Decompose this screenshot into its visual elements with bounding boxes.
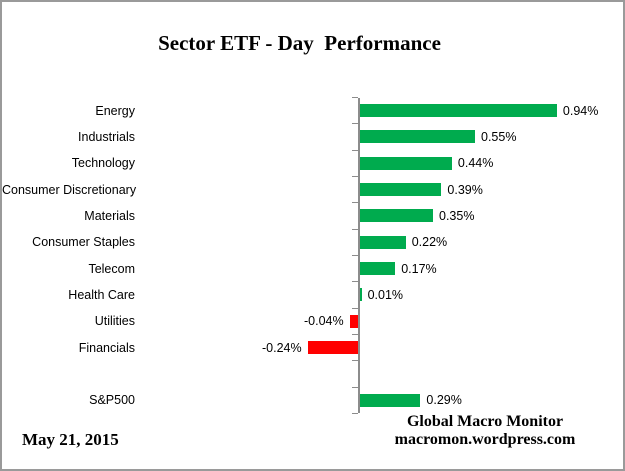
bar-s-p500 [359, 393, 421, 407]
date-label: May 21, 2015 [22, 430, 119, 449]
category-label-financials: Financials [78, 340, 135, 355]
value-label-utilities: -0.04% [303, 314, 344, 329]
bar-utilities [349, 314, 358, 328]
brand-line1: Global Macro Monitor [406, 413, 564, 430]
axis-tick [352, 228, 358, 230]
bar-health-care [359, 288, 362, 302]
value-label-financials: -0.24% [261, 340, 302, 355]
axis-tick [352, 281, 358, 283]
category-label-industrials: Industrials [78, 129, 135, 144]
value-label-s-p500: 0.29% [426, 393, 462, 408]
category-label-utilities: Utilities [94, 314, 135, 329]
value-axis-zero-line [358, 97, 360, 414]
axis-tick [352, 412, 358, 415]
axis-tick [352, 96, 358, 99]
category-label-telecom: Telecom [88, 261, 135, 276]
value-label-consumer-discretionary: 0.39% [447, 182, 483, 197]
brand-block: Global Macro Monitor macromon.wordpress.… [390, 413, 580, 448]
axis-tick [352, 123, 358, 125]
value-label-consumer-staples: 0.22% [411, 235, 448, 250]
bar-energy [359, 104, 557, 118]
value-label-materials: 0.35% [439, 208, 475, 223]
value-label-industrials: 0.55% [481, 129, 517, 144]
value-label-telecom: 0.17% [401, 261, 437, 276]
category-label-health-care: Health Care [68, 287, 135, 302]
axis-tick [352, 307, 358, 309]
bar-technology [359, 156, 452, 170]
category-label-materials: Materials [84, 208, 135, 223]
category-label-technology: Technology [71, 156, 135, 171]
axis-tick [352, 254, 358, 257]
category-label-consumer-discretionary: Consumer Discretionary [2, 182, 137, 197]
bar-consumer-discretionary [359, 183, 442, 197]
axis-tick [352, 175, 358, 178]
axis-tick [352, 149, 358, 151]
axis-tick [352, 360, 358, 362]
value-label-technology: 0.44% [457, 156, 494, 171]
category-label-consumer-staples: Consumer Staples [32, 235, 135, 250]
value-label-health-care: 0.01% [367, 287, 404, 302]
chart-title: Sector ETF - Day Performance [158, 31, 441, 55]
value-label-energy: 0.94% [562, 103, 599, 118]
bar-industrials [359, 130, 475, 144]
category-label-energy: Energy [95, 103, 135, 118]
brand-line2: macromon.wordpress.com [394, 430, 576, 448]
bar-telecom [359, 262, 396, 276]
bar-materials [359, 209, 433, 223]
bar-financials [307, 341, 358, 355]
axis-tick [352, 386, 358, 388]
axis-tick [352, 333, 358, 336]
category-label-s-p500: S&P500 [89, 393, 135, 408]
bar-consumer-staples [359, 235, 406, 249]
axis-tick [352, 202, 358, 204]
